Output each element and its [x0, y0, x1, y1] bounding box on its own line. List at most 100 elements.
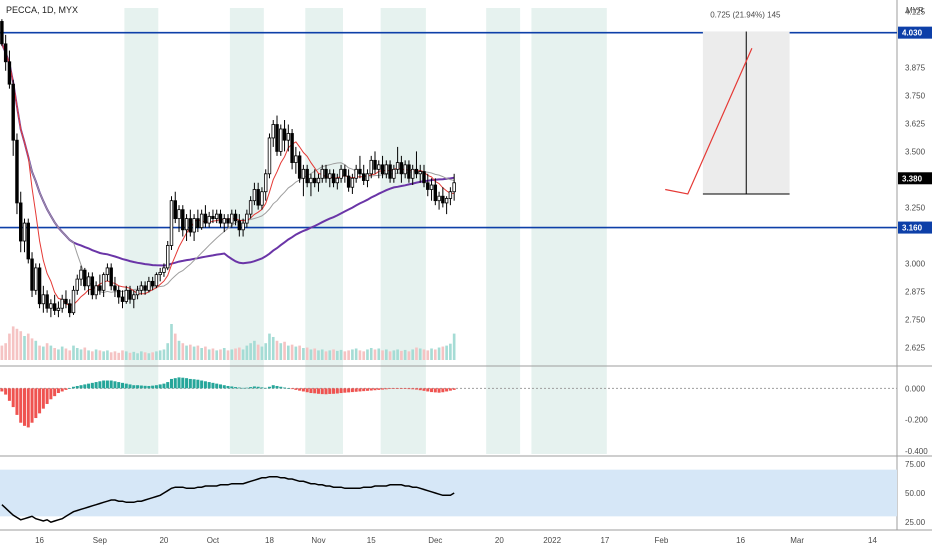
highlight-zone-5	[531, 8, 607, 454]
macd-bar-10	[38, 388, 42, 414]
macd-bar-47	[177, 377, 181, 389]
macd-bar-0	[0, 388, 4, 392]
macd-bar-111	[418, 388, 422, 391]
volume-bar-62	[234, 348, 237, 360]
candle-body-73	[275, 124, 279, 152]
volume-bar-20	[75, 348, 79, 360]
candle-body-36	[135, 289, 140, 296]
level-tag-1	[898, 221, 932, 234]
candle-body-43	[162, 267, 166, 273]
projection-tool[interactable]: 0.725 (21.94%) 145	[665, 11, 790, 195]
candle-body-49	[184, 218, 189, 231]
volume-bar-111	[418, 348, 422, 360]
candle-body-53	[199, 213, 204, 228]
projection-label: 0.725 (21.94%) 145	[710, 11, 781, 20]
macd-bar-107	[403, 388, 407, 389]
volume-bar-66	[249, 343, 252, 360]
volume-bar-96	[362, 351, 366, 360]
x-tick-1: Sep	[93, 536, 108, 545]
highlight-zone-3	[380, 8, 426, 454]
candle-body-116	[437, 195, 441, 202]
macd-histogram	[0, 377, 897, 428]
candle-body-71	[267, 137, 272, 175]
level-label-1: 3.160	[902, 224, 923, 233]
volume-bar-87	[328, 350, 332, 360]
candle-body-39	[147, 280, 151, 291]
volume-bar-46	[173, 333, 177, 360]
x-tick-2: 20	[159, 536, 168, 545]
macd-bar-45	[169, 378, 173, 389]
candle-body-61	[230, 213, 234, 224]
volume-bar-63	[238, 347, 241, 360]
volume-bar-55	[207, 349, 211, 360]
candle-body-100	[377, 164, 381, 170]
volume-bar-76	[287, 345, 290, 360]
x-tick-4: 18	[265, 536, 274, 545]
volume-bar-73	[275, 340, 279, 360]
candle-body-11	[41, 294, 46, 305]
candle-body-3	[11, 83, 15, 141]
macd-bar-3	[11, 388, 15, 408]
volume-bar-105	[396, 349, 399, 360]
volume-bar-64	[241, 349, 245, 360]
candle-body-115	[433, 184, 438, 202]
volume-bar-13	[49, 345, 53, 360]
candle-body-86	[324, 168, 328, 179]
rsi-line	[0, 469, 897, 524]
x-tick-7: Dec	[428, 536, 442, 545]
volume-bar-30	[113, 351, 117, 360]
rsi-band	[0, 469, 897, 517]
macd-bar-53	[200, 380, 204, 389]
candle-body-106	[399, 162, 404, 175]
volume-bar-29	[109, 352, 113, 360]
candle-body-25	[94, 285, 98, 296]
macd-bar-28	[105, 380, 109, 389]
price-tick-3: 3.625	[905, 119, 926, 128]
volume-bar-110	[415, 347, 418, 360]
candle-body-13	[49, 303, 53, 309]
macd-bar-63	[237, 387, 241, 389]
volume-bar-82	[309, 349, 313, 360]
macd-bar-34	[128, 384, 132, 389]
macd-bar-43	[162, 383, 166, 389]
candle-body-101	[380, 164, 385, 175]
price-tick-6: 3.000	[905, 259, 926, 268]
candle-body-95	[358, 168, 362, 175]
macd-bar-68	[256, 386, 260, 389]
macd-bar-32	[120, 382, 124, 389]
volume-bar-17	[64, 348, 68, 360]
volume-bar-23	[87, 350, 90, 360]
volume-bar-67	[253, 340, 256, 360]
volume-bar-42	[158, 350, 162, 360]
candle-body-32	[120, 296, 125, 302]
candle-body-112	[422, 171, 426, 184]
macd-bar-42	[158, 384, 162, 389]
macd-bar-2	[7, 388, 11, 401]
macd-bar-25	[94, 382, 98, 389]
candle-body-2	[7, 61, 12, 85]
candle-body-24	[90, 276, 95, 296]
macd-bar-26	[98, 381, 102, 389]
candle-body-23	[86, 276, 91, 287]
volume-bars	[0, 324, 456, 360]
candle-body-69	[260, 191, 264, 206]
candle-body-59	[222, 218, 226, 224]
candle-body-7	[26, 222, 30, 260]
volume-bar-36	[136, 353, 139, 360]
candle-body-12	[45, 294, 49, 309]
macd-tick-1: -0.200	[905, 416, 928, 425]
macd-bar-62	[234, 387, 238, 389]
candle-body-51	[192, 218, 196, 233]
volume-bar-69	[260, 346, 264, 360]
macd-bar-109	[411, 388, 415, 390]
macd-bar-14	[53, 388, 57, 397]
volume-bar-94	[354, 348, 358, 360]
candle-body-37	[139, 285, 144, 291]
candle-body-52	[196, 218, 200, 228]
price-tick-4: 3.500	[905, 147, 926, 156]
x-tick-5: Nov	[311, 536, 325, 545]
candle-body-33	[124, 289, 128, 302]
price-tick-7: 2.875	[905, 287, 926, 296]
volume-bar-2	[8, 333, 11, 360]
